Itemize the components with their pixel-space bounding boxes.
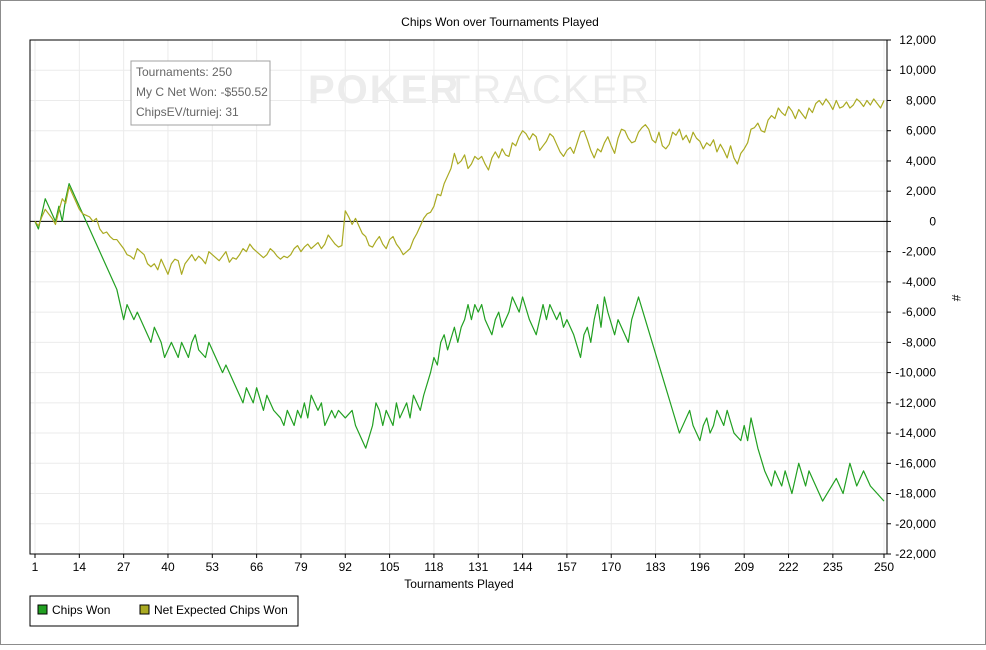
y-tick-label: -4,000 [902, 275, 936, 289]
y-tick-label: -22,000 [895, 547, 936, 561]
x-tick-label: 250 [874, 560, 894, 574]
plot-border [29, 39, 888, 555]
legend-swatch [139, 604, 150, 615]
x-tick-label: 14 [73, 560, 87, 574]
y-axis: 12,000 10,000 8,000 6,000 4,000 2,000 0 -2,000 -… [887, 33, 936, 561]
x-tick-label: 79 [294, 560, 308, 574]
legend-box [29, 595, 299, 627]
y-tick-label: -14,000 [895, 426, 936, 440]
x-tick-label: 40 [161, 560, 175, 574]
x-tick-label: 92 [339, 560, 353, 574]
x-tick-label: 222 [779, 560, 799, 574]
x-axis-title: Tournaments Played [404, 577, 513, 591]
x-tick-label: 196 [690, 560, 710, 574]
x-tick-label: 131 [468, 560, 488, 574]
y-tick-label: -2,000 [902, 245, 936, 259]
y-tick-label: -18,000 [895, 487, 936, 501]
y-tick-label: 2,000 [906, 184, 936, 198]
y-tick-label: 0 [929, 214, 936, 228]
legend-swatch [37, 604, 48, 615]
x-tick-label: 105 [380, 560, 400, 574]
x-tick-label: 183 [646, 560, 666, 574]
y-tick-label: 6,000 [906, 124, 936, 138]
legend-items: Chips Won Net Expected Chips Won [37, 603, 288, 617]
y-tick-label: -8,000 [902, 335, 936, 349]
tooltip-chipsev: ChipsEV/turniej: 31 [136, 105, 239, 119]
tooltip: Tournaments: 250 My C Net Won: -$550.52 … [130, 60, 271, 126]
series-layer [34, 98, 885, 502]
tooltip-box [130, 60, 271, 126]
watermark-tracker: TRACKER [446, 68, 651, 112]
y-tick-label: 10,000 [899, 63, 936, 77]
x-tick-label: 1 [32, 560, 39, 574]
y-tick-label: 12,000 [899, 33, 936, 47]
legend-label: Net Expected Chips Won [154, 603, 288, 617]
x-tick-label: 209 [734, 560, 754, 574]
y-tick-label: -6,000 [902, 305, 936, 319]
tooltip-tournaments: Tournaments: 250 [136, 65, 232, 79]
y-tick-label: 8,000 [906, 93, 936, 107]
chart-title: Chips Won over Tournaments Played [401, 15, 599, 29]
series-line-net-expected-chips-won [34, 98, 885, 275]
x-tick-label: 144 [513, 560, 533, 574]
y-tick-label: 4,000 [906, 154, 936, 168]
series-line-chips-won [34, 183, 885, 502]
x-tick-label: 157 [557, 560, 577, 574]
y-tick-label: -12,000 [895, 396, 936, 410]
x-tick-label: 66 [250, 560, 264, 574]
x-axis: 1 14 27 40 53 66 79 92 105 118 131 144 157 170 183 196 2… [32, 554, 894, 574]
x-tick-label: 235 [823, 560, 843, 574]
y-tick-label: -16,000 [895, 456, 936, 470]
x-tick-label: 118 [424, 560, 443, 574]
x-tick-label: 53 [206, 560, 220, 574]
x-tick-label: 170 [601, 560, 621, 574]
y-tick-label: -10,000 [895, 366, 936, 380]
x-tick-label: 27 [117, 560, 131, 574]
watermark-poker: POKER [308, 68, 460, 112]
y-axis-title: # [949, 295, 963, 302]
y-tick-label: -20,000 [895, 517, 936, 531]
legend: Chips Won Net Expected Chips Won [29, 595, 299, 627]
watermark: POKER TRACKER [308, 68, 651, 112]
tooltip-net-won: My C Net Won: -$550.52 [136, 85, 268, 99]
legend-label: Chips Won [52, 603, 110, 617]
